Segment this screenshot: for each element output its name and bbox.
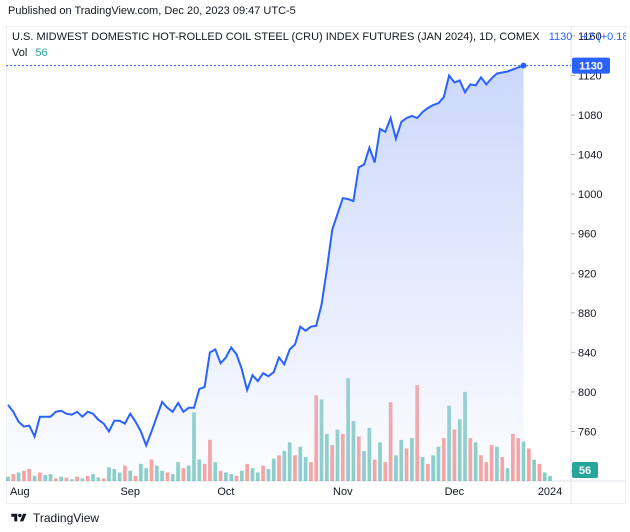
header: Published on TradingView.com, Dec 20, 20… — [0, 0, 630, 22]
brand-label: TradingView — [33, 511, 100, 525]
volume-badge: 56 — [572, 462, 598, 478]
y-tick-label: 880 — [578, 308, 596, 320]
footer: TradingView — [0, 506, 630, 532]
price-chart[interactable]: 7207608008408809209601000104010801120116… — [5, 25, 630, 505]
x-tick-label: Nov — [333, 486, 353, 498]
tradingview-logo-icon — [11, 513, 27, 522]
last-price-dot — [520, 62, 527, 69]
price-axis[interactable]: 7207608008408809209601000104010801120116… — [571, 31, 602, 478]
volume-bar — [526, 448, 531, 481]
x-tick-label: 2024 — [538, 486, 562, 498]
svg-text:U.S. MIDWEST DOMESTIC HOT-ROLL: U.S. MIDWEST DOMESTIC HOT-ROLLED COIL ST… — [12, 31, 626, 43]
x-tick-label: Dec — [445, 486, 465, 498]
price-change: +2 (+0.18%) — [581, 31, 626, 43]
price-badge-label: 1130 — [579, 61, 603, 73]
price-line — [7, 64, 524, 449]
chart-frame[interactable]: 7207608008408809209601000104010801120116… — [5, 25, 630, 505]
volume-bar — [542, 472, 547, 481]
tradingview-brand[interactable]: TradingView — [10, 511, 99, 525]
chart-legend: U.S. MIDWEST DOMESTIC HOT-ROLLED COIL ST… — [12, 31, 630, 59]
y-tick-label: 840 — [578, 347, 596, 359]
x-tick-label: Sep — [120, 486, 140, 498]
last-price: 1130 — [549, 31, 573, 43]
price-badge: 1130 — [572, 57, 610, 74]
price-area — [8, 65, 524, 481]
volume-bar — [532, 459, 536, 481]
y-tick-label: 920 — [578, 268, 596, 280]
x-tick-label: Oct — [217, 486, 234, 498]
svg-text:Vol 56: Vol 56 — [12, 47, 48, 59]
volume-badge-label: 56 — [579, 465, 591, 477]
volume-label: Vol — [12, 47, 27, 59]
x-tick-label: Aug — [10, 486, 30, 498]
y-tick-label: 760 — [578, 427, 596, 439]
y-tick-label: 1160 — [578, 31, 602, 43]
y-tick-label: 1000 — [578, 189, 602, 201]
y-tick-label: 1040 — [578, 150, 602, 162]
y-tick-label: 800 — [578, 387, 596, 399]
time-axis[interactable]: Aug Sep Oct Nov Dec 2024 — [10, 486, 562, 498]
symbol-title: U.S. MIDWEST DOMESTIC HOT-ROLLED COIL ST… — [12, 31, 540, 43]
y-tick-label: 1080 — [578, 110, 602, 122]
published-notice: Published on TradingView.com, Dec 20, 20… — [8, 5, 296, 17]
y-tick-label: 960 — [578, 229, 596, 241]
volume-bar — [6, 476, 10, 481]
volume-value: 56 — [35, 47, 47, 59]
volume-bar — [537, 463, 542, 481]
volume-bar — [548, 475, 552, 481]
